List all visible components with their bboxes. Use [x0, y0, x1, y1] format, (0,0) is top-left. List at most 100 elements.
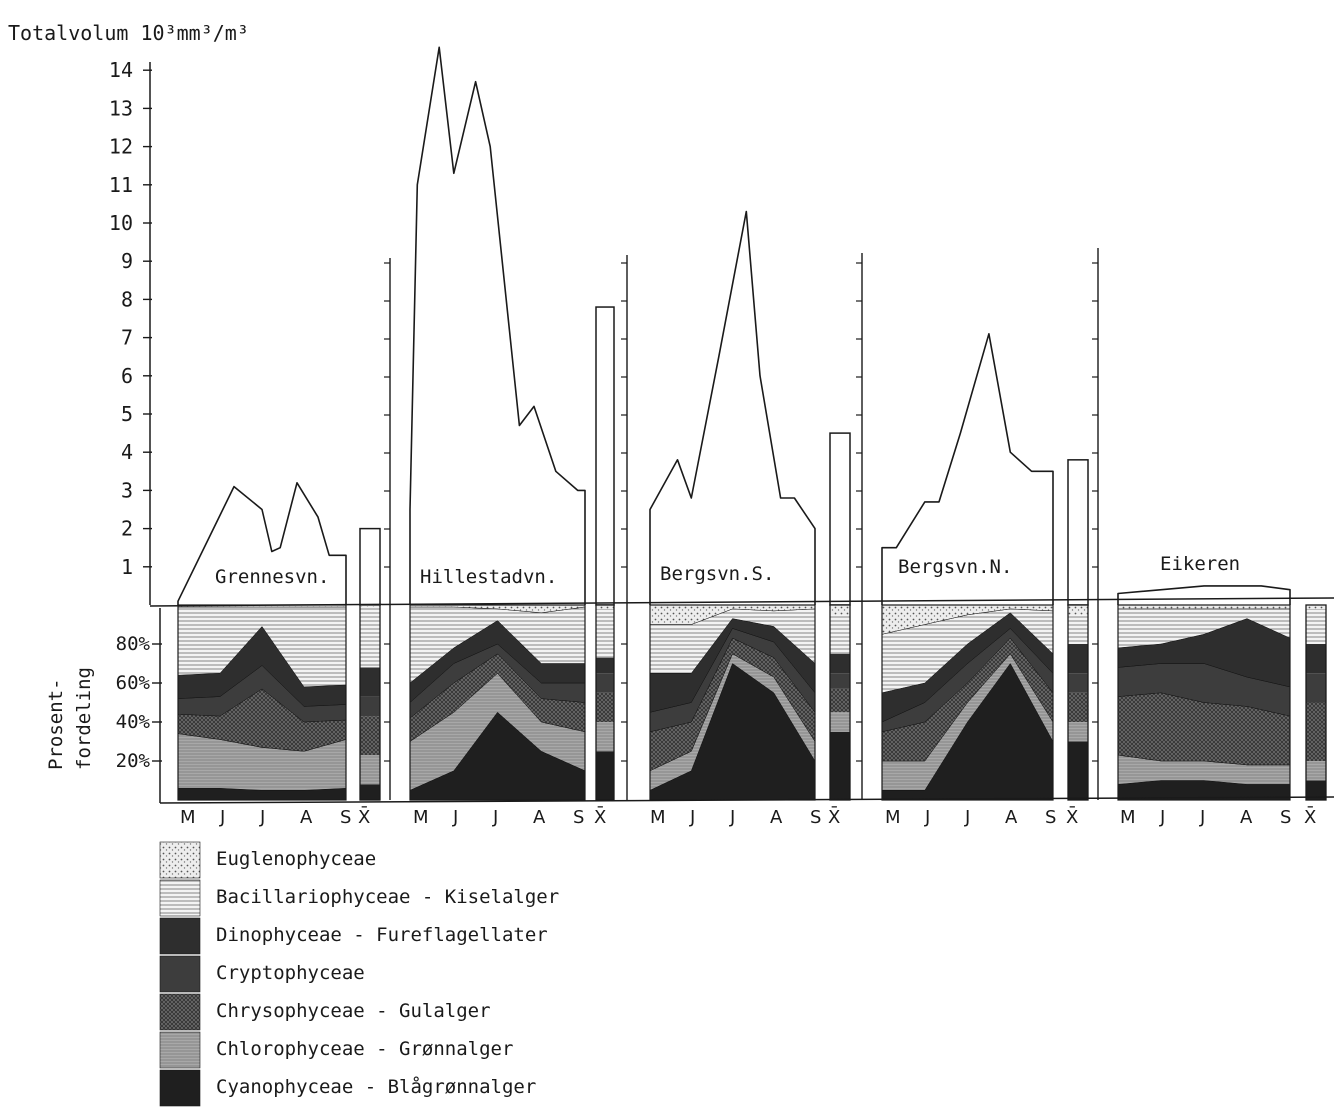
top-tick-label: 9: [121, 249, 133, 273]
lake-name: Eikeren: [1160, 553, 1240, 575]
mean-comp-frame: [1067, 604, 1089, 801]
bottom-y-axis: [159, 608, 1334, 804]
mean-comp-chrysophyceae: [360, 716, 380, 756]
month-label: J: [452, 807, 458, 828]
lake-panels: Grennesvn. Hillestadvn. Bergsvn.S. Bergsvn.…: [177, 46, 1327, 801]
month-label: J: [492, 807, 498, 828]
month-label: J: [1159, 807, 1165, 828]
top-axis-title: Totalvolum 10³mm³/m³: [8, 21, 249, 45]
mean-comp-cryptophyceae: [1068, 673, 1088, 693]
mean-comp-euglenophyceae: [1068, 605, 1088, 615]
top-tick-label: 6: [121, 364, 133, 388]
composition-frame: [409, 604, 586, 801]
mean-volume-bar: [359, 527, 381, 606]
bottom-tick-label: 40%: [116, 711, 151, 733]
mean-comp-chrysophyceae: [1068, 692, 1088, 722]
month-label: M: [180, 807, 196, 828]
mean-comp-euglenophyceae: [596, 605, 614, 609]
month-label: J: [689, 807, 695, 828]
month-label: J: [964, 807, 970, 828]
month-label: M: [885, 807, 901, 828]
mean-comp-cyanophyceae: [1068, 741, 1088, 800]
mean-comp-cyanophyceae: [360, 784, 380, 800]
month-label: A: [300, 807, 313, 828]
month-label: J: [259, 807, 265, 828]
volume-curve: [649, 210, 816, 605]
mean-comp-dinophyceae: [1068, 644, 1088, 674]
mean-comp-chrysophyceae: [596, 692, 614, 722]
mean-comp-chlorophyceae: [360, 755, 380, 785]
baseline: [149, 597, 1334, 607]
month-label: S: [340, 807, 351, 828]
bottom-tick-label: 60%: [116, 672, 151, 694]
mean-comp-cryptophyceae: [1306, 673, 1326, 703]
top-tick-label: 12: [109, 135, 133, 159]
legend-swatch-cryptophyceae: [159, 955, 201, 993]
top-tick-label: 10: [109, 211, 133, 235]
month-label: J: [924, 807, 930, 828]
mean-comp-bacillariophyceae: [1306, 608, 1326, 644]
mean-comp-chlorophyceae: [596, 722, 614, 752]
mean-comp-euglenophyceae: [830, 605, 850, 615]
mean-label: X̄: [828, 806, 840, 828]
lake-3: Bergsvn.N.: [881, 248, 1099, 801]
mean-comp-bacillariophyceae: [1068, 614, 1088, 644]
lake-4: Eikeren: [1117, 553, 1327, 801]
month-label: S: [573, 807, 584, 828]
mean-comp-bacillariophyceae: [360, 606, 380, 668]
mean-comp-chlorophyceae: [1068, 722, 1088, 742]
bottom-axis-title-1: Prosent-: [45, 678, 67, 770]
lake-0: Grennesvn.: [177, 258, 391, 801]
volume-curve: [409, 46, 586, 605]
mean-comp-chrysophyceae: [830, 688, 850, 713]
bottom-axis-title-2: fordeling: [73, 667, 95, 770]
month-label: M: [1120, 807, 1136, 828]
legend-label-cryptophyceae: Cryptophyceae: [216, 962, 365, 984]
lake-name: Bergsvn.N.: [898, 556, 1012, 578]
month-labels: M J J A S X̄ M J J A S X̄ M J J A S X̄ M J J A S X̄ M J J A S X̄: [180, 806, 1316, 828]
legend-swatch-chlorophyceae: [159, 1031, 201, 1069]
mean-volume-bar: [1067, 459, 1089, 606]
mean-comp-cyanophyceae: [830, 731, 850, 800]
month-label: S: [1045, 807, 1056, 828]
volume-curve: [177, 482, 347, 605]
lake-name: Hillestadvn.: [420, 566, 557, 588]
month-label: S: [1280, 807, 1291, 828]
legend-label-euglenophyceae: Euglenophyceae: [216, 848, 376, 870]
mean-comp-chlorophyceae: [1306, 761, 1326, 781]
legend-swatch-bacillariophyceae: [159, 879, 201, 917]
top-tick-label: 3: [121, 478, 133, 502]
legend-label-bacillariophyceae: Bacillariophyceae - Kiselalger: [216, 886, 559, 908]
month-label: M: [413, 807, 429, 828]
mean-comp-dinophyceae: [1306, 644, 1326, 674]
month-label: A: [533, 807, 546, 828]
bottom-tick-label: 80%: [116, 633, 151, 655]
top-tick-label: 11: [109, 173, 133, 197]
lake-1: Hillestadvn.: [409, 46, 628, 801]
legend-label-chrysophyceae: Chrysophyceae - Gulalger: [216, 1000, 491, 1022]
month-label: J: [219, 807, 225, 828]
legend-swatch-euglenophyceae: [159, 841, 201, 879]
mean-comp-dinophyceae: [596, 657, 614, 674]
top-tick-label: 1: [121, 555, 133, 579]
composition-frame: [1117, 604, 1291, 801]
lake-name: Grennesvn.: [215, 566, 329, 588]
month-label: J: [1199, 807, 1205, 828]
mean-volume-bar: [829, 432, 851, 606]
legend-swatch-cyanophyceae: [159, 1069, 201, 1107]
top-tick-label: 4: [121, 440, 133, 464]
mean-comp-chlorophyceae: [830, 712, 850, 732]
legend-label-chlorophyceae: Chlorophyceae - Grønnalger: [216, 1038, 513, 1060]
mean-comp-dinophyceae: [360, 667, 380, 697]
volume-curve: [881, 333, 1054, 605]
mean-comp-dinophyceae: [830, 653, 850, 674]
mean-comp-cryptophyceae: [596, 673, 614, 693]
mean-comp-euglenophyceae: [360, 605, 380, 607]
legend-label-cyanophyceae: Cyanophyceae - Blågrønnalger: [216, 1075, 536, 1098]
mean-comp-cryptophyceae: [830, 673, 850, 689]
bottom-tick-label: 20%: [116, 750, 151, 772]
top-tick-label: 2: [121, 517, 133, 541]
lake-2: Bergsvn.S.: [649, 210, 863, 801]
